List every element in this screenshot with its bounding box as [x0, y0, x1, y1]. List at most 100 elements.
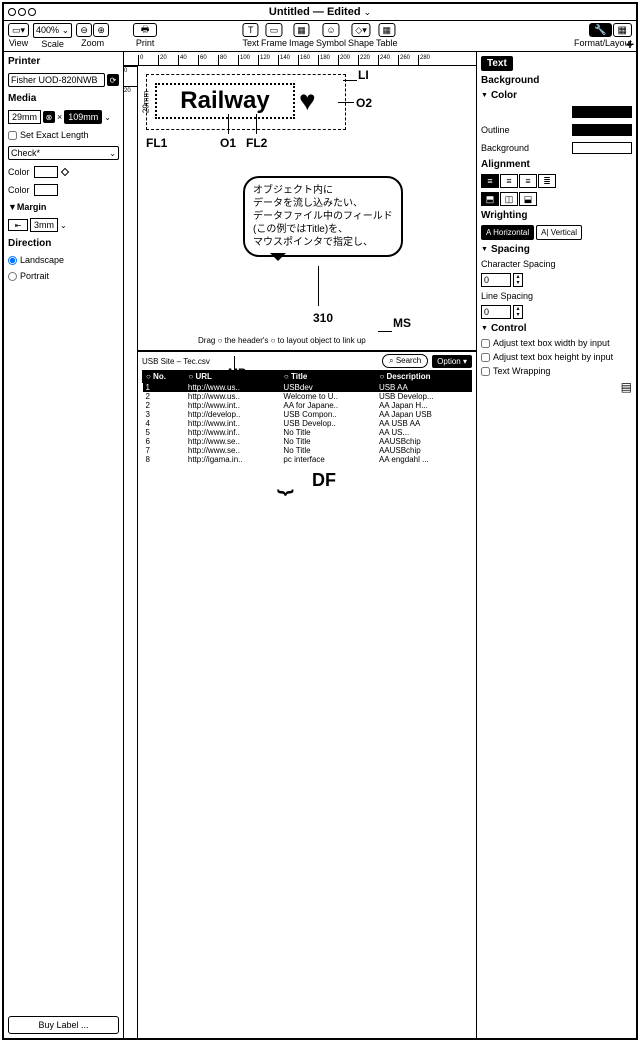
margin-chevron-icon[interactable]: ⌄: [60, 221, 67, 230]
bg-swatch[interactable]: [572, 142, 632, 154]
char-spacing-stepper[interactable]: ▴▾: [513, 273, 523, 287]
format-layout-group: 🔧 ▦ Format/Layout: [574, 23, 632, 48]
zoom-icon[interactable]: [28, 8, 36, 16]
adj-h-label: Adjust text box height by input: [493, 352, 613, 362]
wrap-label: Text Wrapping: [493, 366, 550, 376]
format-layout-label: Format/Layout: [574, 38, 632, 48]
adjust-width-checkbox[interactable]: Adjust text box width by input: [481, 338, 632, 348]
table-row[interactable]: 4http://www.int..USB Develop..AA USB AA: [143, 419, 472, 428]
insert-text-button[interactable]: T: [243, 23, 259, 37]
spacing-section[interactable]: Spacing: [481, 244, 632, 255]
more-icon[interactable]: ▤: [481, 380, 632, 394]
adjust-height-checkbox[interactable]: Adjust text box height by input: [481, 352, 632, 362]
media-link-icon[interactable]: ⊗: [43, 111, 55, 123]
scale-group: 400% ⌄ Scale: [33, 23, 72, 49]
valign-top-button[interactable]: ⬒: [481, 192, 499, 206]
align-left-button[interactable]: ≡: [481, 174, 499, 188]
format-button[interactable]: 🔧: [589, 23, 611, 37]
align-right-button[interactable]: ≡: [519, 174, 537, 188]
table-row[interactable]: 8http://igama.in..pc interfaceAA engdahl…: [143, 455, 472, 464]
portrait-radio[interactable]: Portrait: [8, 271, 119, 281]
control-section[interactable]: Control: [481, 323, 632, 334]
char-spacing-input[interactable]: 0: [481, 273, 511, 287]
line-spacing-input[interactable]: 0: [481, 305, 511, 319]
table-row[interactable]: 7http://www.se..No TitleAAUSBchip: [143, 446, 472, 455]
zoom-in-button[interactable]: ⊕: [93, 23, 109, 37]
v-align-row: ⬒ ◫ ⬓: [481, 192, 632, 206]
canvas-area: 020406080100120140160180200220240260280 …: [124, 52, 476, 1038]
traffic-lights: [8, 8, 36, 16]
set-exact-length-checkbox[interactable]: Set Exact Length: [8, 130, 119, 140]
media-color-row: Color: [8, 166, 119, 178]
vertical-button[interactable]: A| Vertical: [536, 225, 582, 240]
media-height[interactable]: 29mm: [8, 110, 41, 124]
text-color-swatch-r[interactable]: [572, 106, 632, 118]
landscape-label: Landscape: [20, 255, 64, 265]
table-row[interactable]: 2http://www.int..AA for Japane..AA Japan…: [143, 401, 472, 410]
table-row[interactable]: 2http://www.us..Welcome to U..USB Develo…: [143, 392, 472, 401]
zoom-out-button[interactable]: ⊖: [76, 23, 92, 37]
media-width[interactable]: 109mm: [64, 110, 102, 124]
text-tab[interactable]: Text: [481, 56, 513, 71]
print-button[interactable]: 🖶: [133, 23, 157, 37]
media-color-swatch[interactable]: [34, 166, 58, 178]
margin-value[interactable]: 3mm: [30, 218, 58, 232]
text-color-swatch[interactable]: [34, 184, 58, 196]
valign-bot-button[interactable]: ⬓: [519, 192, 537, 206]
table-row[interactable]: 1http://www.us..USBdevUSB AA: [143, 383, 472, 393]
insert-symbol-label: Symbol: [316, 38, 346, 48]
view-label: View: [9, 38, 28, 48]
insert-image-button[interactable]: ▦: [293, 23, 310, 37]
insert-frame-button[interactable]: ▭: [266, 23, 283, 37]
adj-w-label: Adjust text box width by input: [493, 338, 610, 348]
align-center-button[interactable]: ≡: [500, 174, 518, 188]
scale-select[interactable]: 400% ⌄: [33, 23, 72, 38]
insert-table-button[interactable]: ▦: [379, 23, 396, 37]
col-header[interactable]: ○ Title: [280, 371, 376, 383]
text-box[interactable]: Railway: [155, 83, 295, 119]
left-sidebar: Printer Fisher UOD-820NWB ⟳ Media 29mm ⊗…: [4, 52, 124, 1038]
printer-select[interactable]: Fisher UOD-820NWB: [8, 73, 105, 87]
media-size: 29mm ⊗ × 109mm ⌄: [8, 110, 119, 124]
view-button[interactable]: ▭▾: [8, 23, 29, 37]
printer-refresh-icon[interactable]: ⟳: [107, 74, 119, 86]
scale-label: Scale: [41, 39, 64, 49]
annotation-310: 310: [313, 311, 333, 325]
color-section[interactable]: Color: [481, 90, 632, 101]
search-input[interactable]: ⌕ Search: [382, 354, 428, 368]
media-chevron-icon[interactable]: ⌄: [104, 113, 111, 122]
text-wrapping-checkbox[interactable]: Text Wrapping: [481, 366, 632, 376]
minimize-icon[interactable]: [18, 8, 26, 16]
col-header[interactable]: ○ No.: [143, 371, 185, 383]
data-table[interactable]: ○ No.○ URL○ Title○ Description1http://ww…: [142, 370, 472, 464]
window-title: Untitled — Edited: [269, 6, 361, 18]
media-label: Media: [8, 93, 119, 104]
close-icon[interactable]: [8, 8, 16, 16]
horizontal-button[interactable]: A Horizontal: [481, 225, 534, 240]
media-check-select[interactable]: Check*⌄: [8, 146, 119, 160]
add-tab-icon[interactable]: +: [626, 36, 634, 52]
title-chevron-icon[interactable]: ⌄: [364, 7, 372, 18]
line-spacing-label: Line Spacing: [481, 291, 632, 301]
outline-swatch[interactable]: [572, 124, 632, 136]
table-row[interactable]: 5http://www.inf..No TitleAA US...: [143, 428, 472, 437]
canvas[interactable]: 29mm Railway ♥ LI O2 FL1 O1 FL2 310 MS M…: [138, 66, 476, 1038]
line-spacing-stepper[interactable]: ▴▾: [513, 305, 523, 319]
landscape-radio[interactable]: Landscape: [8, 255, 119, 265]
buy-label-button[interactable]: Buy Label ...: [8, 1016, 119, 1034]
col-header[interactable]: ○ Description: [376, 371, 472, 383]
heart-icon[interactable]: ♥: [299, 85, 316, 117]
margin-left-icon[interactable]: ⇤: [8, 219, 28, 231]
col-header[interactable]: ○ URL: [185, 371, 281, 383]
insert-symbol-button[interactable]: ☺: [322, 23, 339, 37]
table-row[interactable]: 3http://develop..USB Compon..AA Japan US…: [143, 410, 472, 419]
data-file-name: USB Site – Tec.csv: [142, 357, 210, 366]
bubble-text: オブジェクト内に データを流し込みたい、 データファイル中のフィールド (この例…: [253, 185, 393, 248]
table-row[interactable]: 6http://www.se..No TitleAAUSBchip: [143, 437, 472, 446]
label-object[interactable]: 29mm Railway ♥: [146, 74, 346, 130]
insert-shape-button[interactable]: ◇▾: [351, 23, 370, 37]
option-button[interactable]: Option ▾: [432, 355, 472, 368]
layout-button[interactable]: ▦: [613, 23, 632, 37]
align-justify-button[interactable]: ≣: [538, 174, 556, 188]
valign-mid-button[interactable]: ◫: [500, 192, 518, 206]
